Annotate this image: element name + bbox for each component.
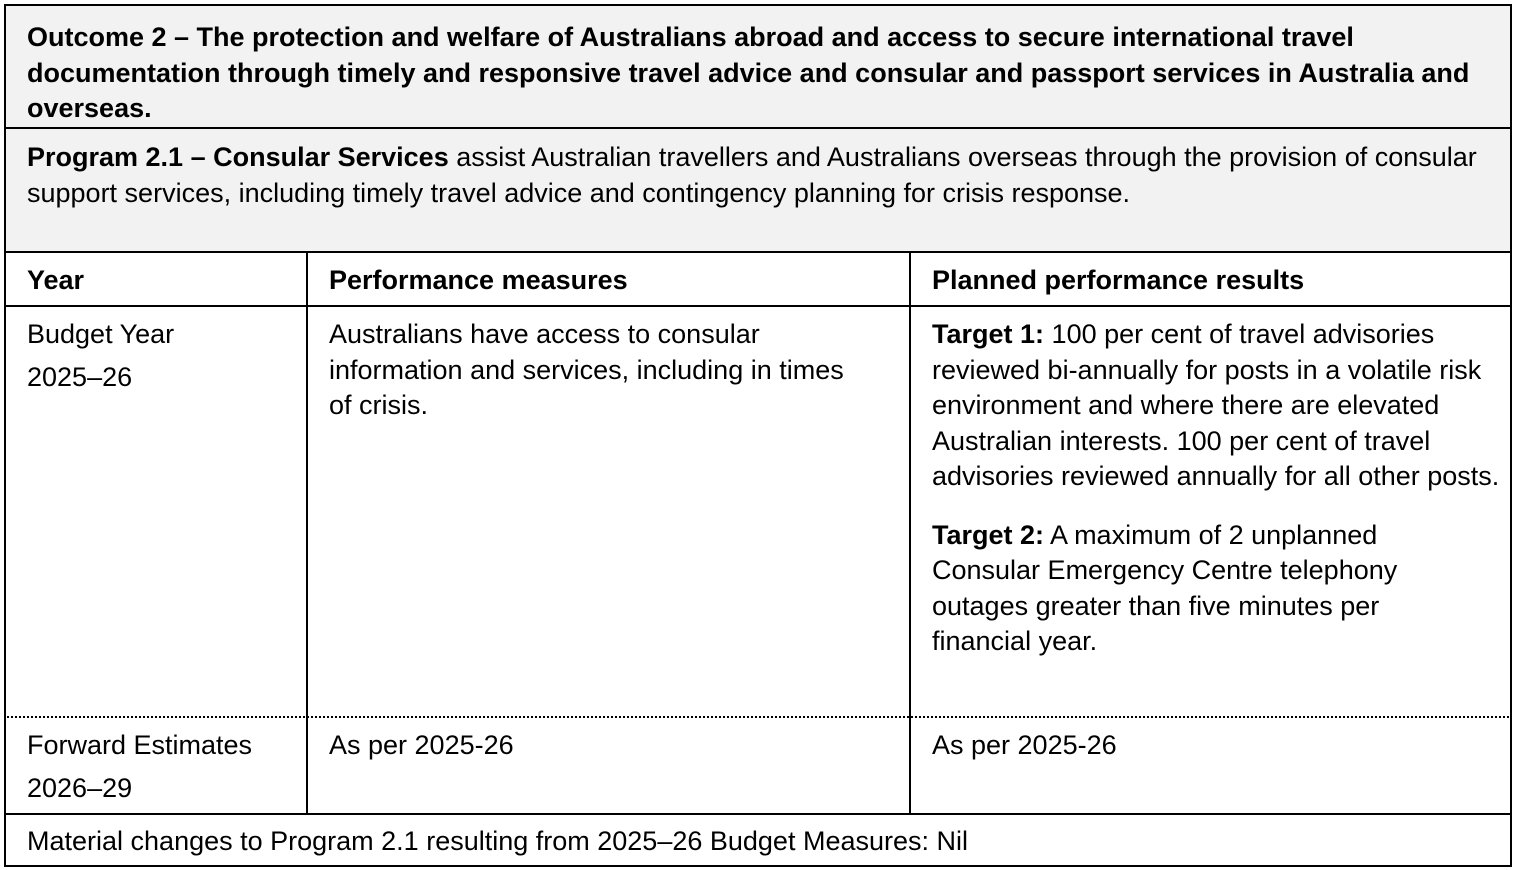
year-cell: Budget Year 2025–26 [5,306,307,717]
border [4,251,1512,253]
target-label: Target 1: [932,319,1045,349]
border [4,865,1512,867]
program: Program 2.1 – Consular Services assist A… [5,128,1511,252]
border [306,252,308,814]
program-description: assist Australian travellers and Austral… [27,142,1477,208]
measure-cell: As per 2025-26 [329,730,514,760]
header-cell: Planned performance results [932,265,1305,295]
header-cell: Performance measures [329,265,628,295]
border [4,305,1512,307]
outcome: Outcome 2 – The protection and welfare o… [5,5,1511,128]
border [4,813,1512,815]
program-name: Program 2.1 – Consular Services [27,142,449,172]
border [1510,4,1512,867]
year-cell: Forward Estimates 2026–29 [5,717,307,814]
border [4,4,6,867]
year-period: 2026–29 [27,773,133,803]
measure-cell: Australians have access to consular info… [329,319,844,420]
dotted-border [4,716,1512,718]
results-cell: As per 2025-26 [932,730,1117,760]
target-text: 100 per cent of travel advisories review… [932,319,1500,491]
target: Target 1: 100 per cent of travel advisor… [932,317,1501,495]
target-label: Target 2: [932,519,1045,550]
border [4,127,1512,129]
year-period: 2025–26 [27,362,133,392]
footer-note: Material changes to Program 2.1 resultin… [27,826,968,856]
target-text: A maximum of 2 unplanned Consular Emerge… [932,519,1398,657]
header-cell: Year [27,265,85,295]
border [909,252,911,814]
border [4,4,1512,6]
year-label: Budget Year [27,319,175,349]
target: Target 2: A maximum of 2 unplanned Consu… [932,518,1501,660]
year-label: Forward Estimates [27,730,253,760]
results-cell: Target 1: 100 per cent of travel advisor… [910,306,1511,717]
